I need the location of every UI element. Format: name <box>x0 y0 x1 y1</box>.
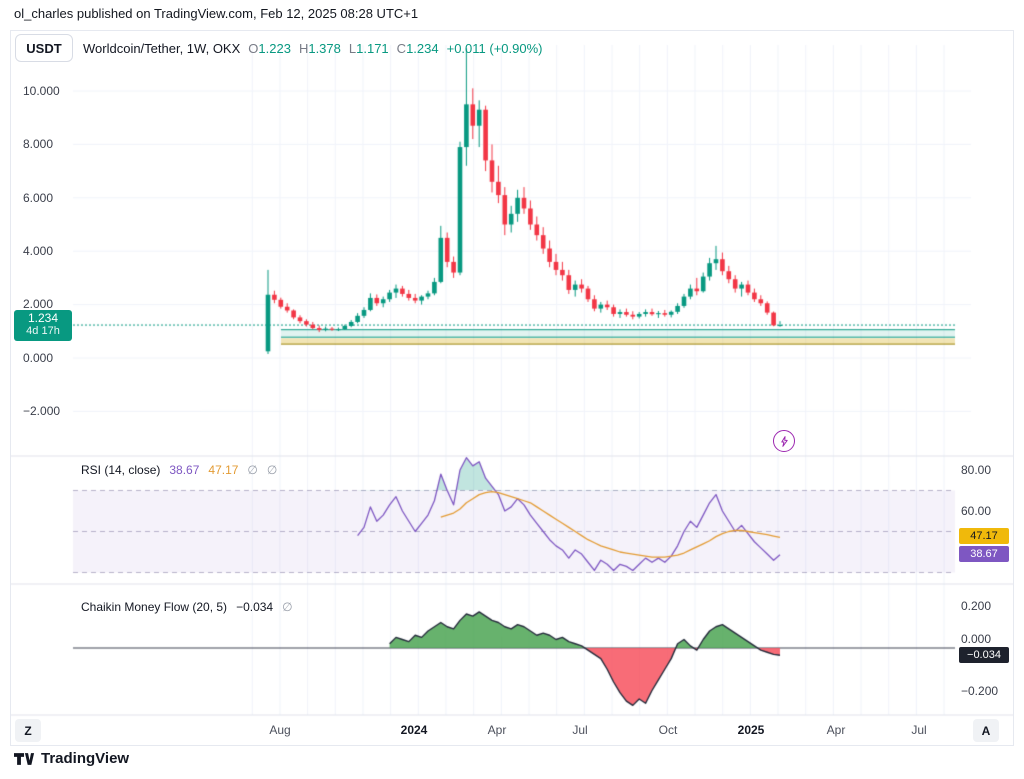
time-axis-label-year: 2024 <box>400 723 428 737</box>
cmf-axis-tick: 0.000 <box>961 632 992 646</box>
hide-icon[interactable]: ∅ <box>282 600 293 614</box>
hide-icon[interactable]: ∅ <box>266 463 278 477</box>
price-axis-tick: 4.000 <box>23 244 54 258</box>
current-price-label: 1.234 4d 17h <box>14 310 72 341</box>
tradingview-logo-icon <box>14 752 35 765</box>
lightning-bolt-icon <box>780 435 788 447</box>
rsi-ma-value: 47.17 <box>208 463 239 477</box>
quick-action-bolt-button[interactable] <box>773 430 795 452</box>
currency-toggle-button[interactable]: USDT <box>15 34 73 62</box>
ohlc-low: L 1.171 <box>348 41 389 56</box>
hide-icon[interactable]: ∅ <box>247 463 258 477</box>
tradingview-footer-link[interactable]: TradingView <box>14 750 129 767</box>
time-axis-label: Apr <box>487 723 507 737</box>
published-attribution-line: ol_charles published on TradingView.com,… <box>14 6 419 21</box>
chart-canvas[interactable] <box>11 31 1013 721</box>
rsi-pane-header: RSI (14, close) 38.67 47.17 ∅ ∅ <box>81 463 277 477</box>
time-axis-label: Aug <box>269 723 291 737</box>
cmf-axis-tick: 0.200 <box>961 599 992 613</box>
ohlc-open: O 1.223 <box>248 41 291 56</box>
ohlc-close: C 1.234 <box>396 41 439 56</box>
rsi-title: RSI (14, close) <box>81 463 161 477</box>
time-axis-label-year: 2025 <box>737 723 765 737</box>
ohlc-high: H 1.378 <box>298 41 341 56</box>
time-axis-label: Apr <box>826 723 846 737</box>
symbol-title: Worldcoin/Tether, 1W, OKX <box>83 41 241 56</box>
price-axis-tick: 2.000 <box>23 297 54 311</box>
price-axis-tick: 8.000 <box>23 137 54 151</box>
rsi-value-badge: 38.67 <box>959 546 1009 562</box>
cmf-axis-tick: −0.200 <box>961 684 999 698</box>
symbol-info-row: Worldcoin/Tether, 1W, OKX O 1.223 H 1.378 … <box>83 41 543 56</box>
price-axis-tick: 0.000 <box>23 351 54 365</box>
bar-close-countdown: 4d 17h <box>26 325 60 337</box>
rsi-value: 38.67 <box>169 463 200 477</box>
current-price-value: 1.234 <box>27 311 59 325</box>
cmf-value-badge: −0.034 <box>959 647 1009 663</box>
tradingview-brand-text: TradingView <box>41 750 130 767</box>
time-axis-label: Jul <box>911 723 927 737</box>
rsi-axis-tick: 80.00 <box>961 463 992 477</box>
cmf-value: −0.034 <box>236 600 274 614</box>
price-axis-tick: −2.000 <box>23 404 61 418</box>
time-axis-label: Oct <box>658 723 678 737</box>
cmf-title: Chaikin Money Flow (20, 5) <box>81 600 228 614</box>
price-axis-tick: 10.000 <box>23 84 60 98</box>
cmf-pane-header: Chaikin Money Flow (20, 5) −0.034 ∅ <box>81 600 293 614</box>
change-value: +0.011 (+0.90%) <box>446 41 543 56</box>
timezone-button[interactable]: Z <box>15 719 41 742</box>
time-axis-label: Jul <box>572 723 588 737</box>
auto-scale-button[interactable]: A <box>973 719 999 742</box>
rsi-ma-badge: 47.17 <box>959 528 1009 544</box>
rsi-axis-tick: 60.00 <box>961 504 992 518</box>
price-axis-tick: 6.000 <box>23 191 54 205</box>
